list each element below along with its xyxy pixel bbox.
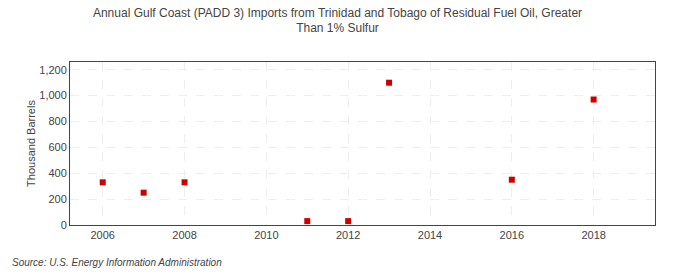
svg-text:2006: 2006 [90,229,114,241]
svg-text:400: 400 [48,167,66,179]
svg-text:1,200: 1,200 [39,64,67,76]
svg-text:1,000: 1,000 [39,89,67,101]
svg-text:Annual Gulf Coast (PADD 3) Imp: Annual Gulf Coast (PADD 3) Imports from … [93,6,582,36]
svg-text:2014: 2014 [418,229,442,241]
svg-text:2010: 2010 [254,229,278,241]
svg-text:Thousand Barrels: Thousand Barrels [25,100,37,187]
svg-text:2012: 2012 [336,229,360,241]
svg-text:2016: 2016 [500,229,524,241]
svg-text:0: 0 [61,219,67,231]
svg-text:200: 200 [48,193,66,205]
svg-text:2018: 2018 [581,229,605,241]
svg-text:Source: U.S. Energy Informatio: Source: U.S. Energy Information Administ… [12,257,222,268]
svg-text:2008: 2008 [172,229,196,241]
svg-text:600: 600 [48,141,66,153]
svg-text:800: 800 [48,115,66,127]
